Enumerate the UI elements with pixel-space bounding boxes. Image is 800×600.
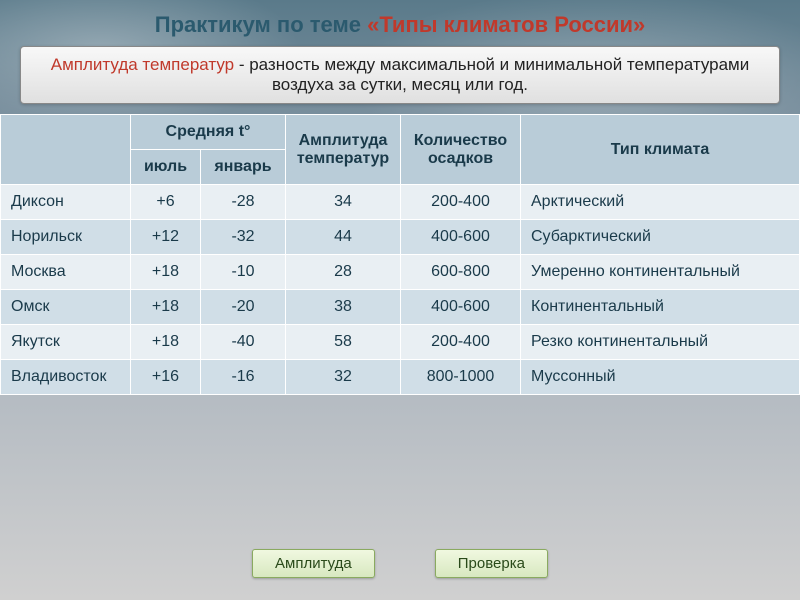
cell-type: Умеренно континентальный [521, 255, 800, 290]
cell-city: Москва [1, 255, 131, 290]
cell-prec: 400-600 [401, 220, 521, 255]
table-row: Владивосток +16 -16 32 800-1000 Муссонны… [1, 360, 800, 395]
cell-jan: -32 [201, 220, 286, 255]
definition-term: Амплитуда температур [51, 55, 234, 74]
cell-type: Арктический [521, 185, 800, 220]
cell-jul: +6 [131, 185, 201, 220]
cell-jul: +18 [131, 325, 201, 360]
definition-box: Амплитуда температур - разность между ма… [20, 46, 780, 104]
cell-jul: +18 [131, 255, 201, 290]
button-row: Амплитуда Проверка [0, 549, 800, 578]
climate-table: Средняя t° Амплитуда температур Количест… [0, 114, 800, 395]
cell-jan: -16 [201, 360, 286, 395]
cell-city: Якутск [1, 325, 131, 360]
cell-amp: 32 [286, 360, 401, 395]
cell-city: Норильск [1, 220, 131, 255]
cell-city: Владивосток [1, 360, 131, 395]
cell-jan: -28 [201, 185, 286, 220]
cell-type: Резко континентальный [521, 325, 800, 360]
cell-city: Омск [1, 290, 131, 325]
table-body: Диксон +6 -28 34 200-400 Арктический Нор… [1, 185, 800, 395]
cell-city: Диксон [1, 185, 131, 220]
content-wrapper: Практикум по теме «Типы климатов России»… [0, 0, 800, 395]
cell-amp: 38 [286, 290, 401, 325]
cell-jul: +12 [131, 220, 201, 255]
table-row: Москва +18 -10 28 600-800 Умеренно конти… [1, 255, 800, 290]
cell-type: Континентальный [521, 290, 800, 325]
check-button[interactable]: Проверка [435, 549, 548, 578]
cell-amp: 28 [286, 255, 401, 290]
cell-prec: 600-800 [401, 255, 521, 290]
table-row: Омск +18 -20 38 400-600 Континентальный [1, 290, 800, 325]
cell-amp: 44 [286, 220, 401, 255]
cell-amp: 34 [286, 185, 401, 220]
table-row: Якутск +18 -40 58 200-400 Резко континен… [1, 325, 800, 360]
table-header: Средняя t° Амплитуда температур Количест… [1, 115, 800, 185]
cell-jan: -10 [201, 255, 286, 290]
cell-type: Субарктический [521, 220, 800, 255]
th-avg-t: Средняя t° [131, 115, 286, 150]
cell-prec: 400-600 [401, 290, 521, 325]
cell-jan: -20 [201, 290, 286, 325]
title-part1: Практикум по теме [155, 12, 367, 37]
cell-type: Муссонный [521, 360, 800, 395]
th-precip: Количество осадков [401, 115, 521, 185]
definition-text: - разность между максимальной и минималь… [234, 55, 749, 94]
cell-prec: 200-400 [401, 185, 521, 220]
cell-amp: 58 [286, 325, 401, 360]
amplitude-button[interactable]: Амплитуда [252, 549, 375, 578]
cell-jul: +16 [131, 360, 201, 395]
cell-prec: 800-1000 [401, 360, 521, 395]
table-row: Норильск +12 -32 44 400-600 Субарктическ… [1, 220, 800, 255]
table-row: Диксон +6 -28 34 200-400 Арктический [1, 185, 800, 220]
th-july: июль [131, 150, 201, 185]
th-climate: Тип климата [521, 115, 800, 185]
page-title: Практикум по теме «Типы климатов России» [0, 12, 800, 38]
cell-jul: +18 [131, 290, 201, 325]
th-january: январь [201, 150, 286, 185]
th-amplitude: Амплитуда температур [286, 115, 401, 185]
cell-jan: -40 [201, 325, 286, 360]
title-part2: «Типы климатов России» [367, 12, 645, 37]
th-city [1, 115, 131, 185]
cell-prec: 200-400 [401, 325, 521, 360]
